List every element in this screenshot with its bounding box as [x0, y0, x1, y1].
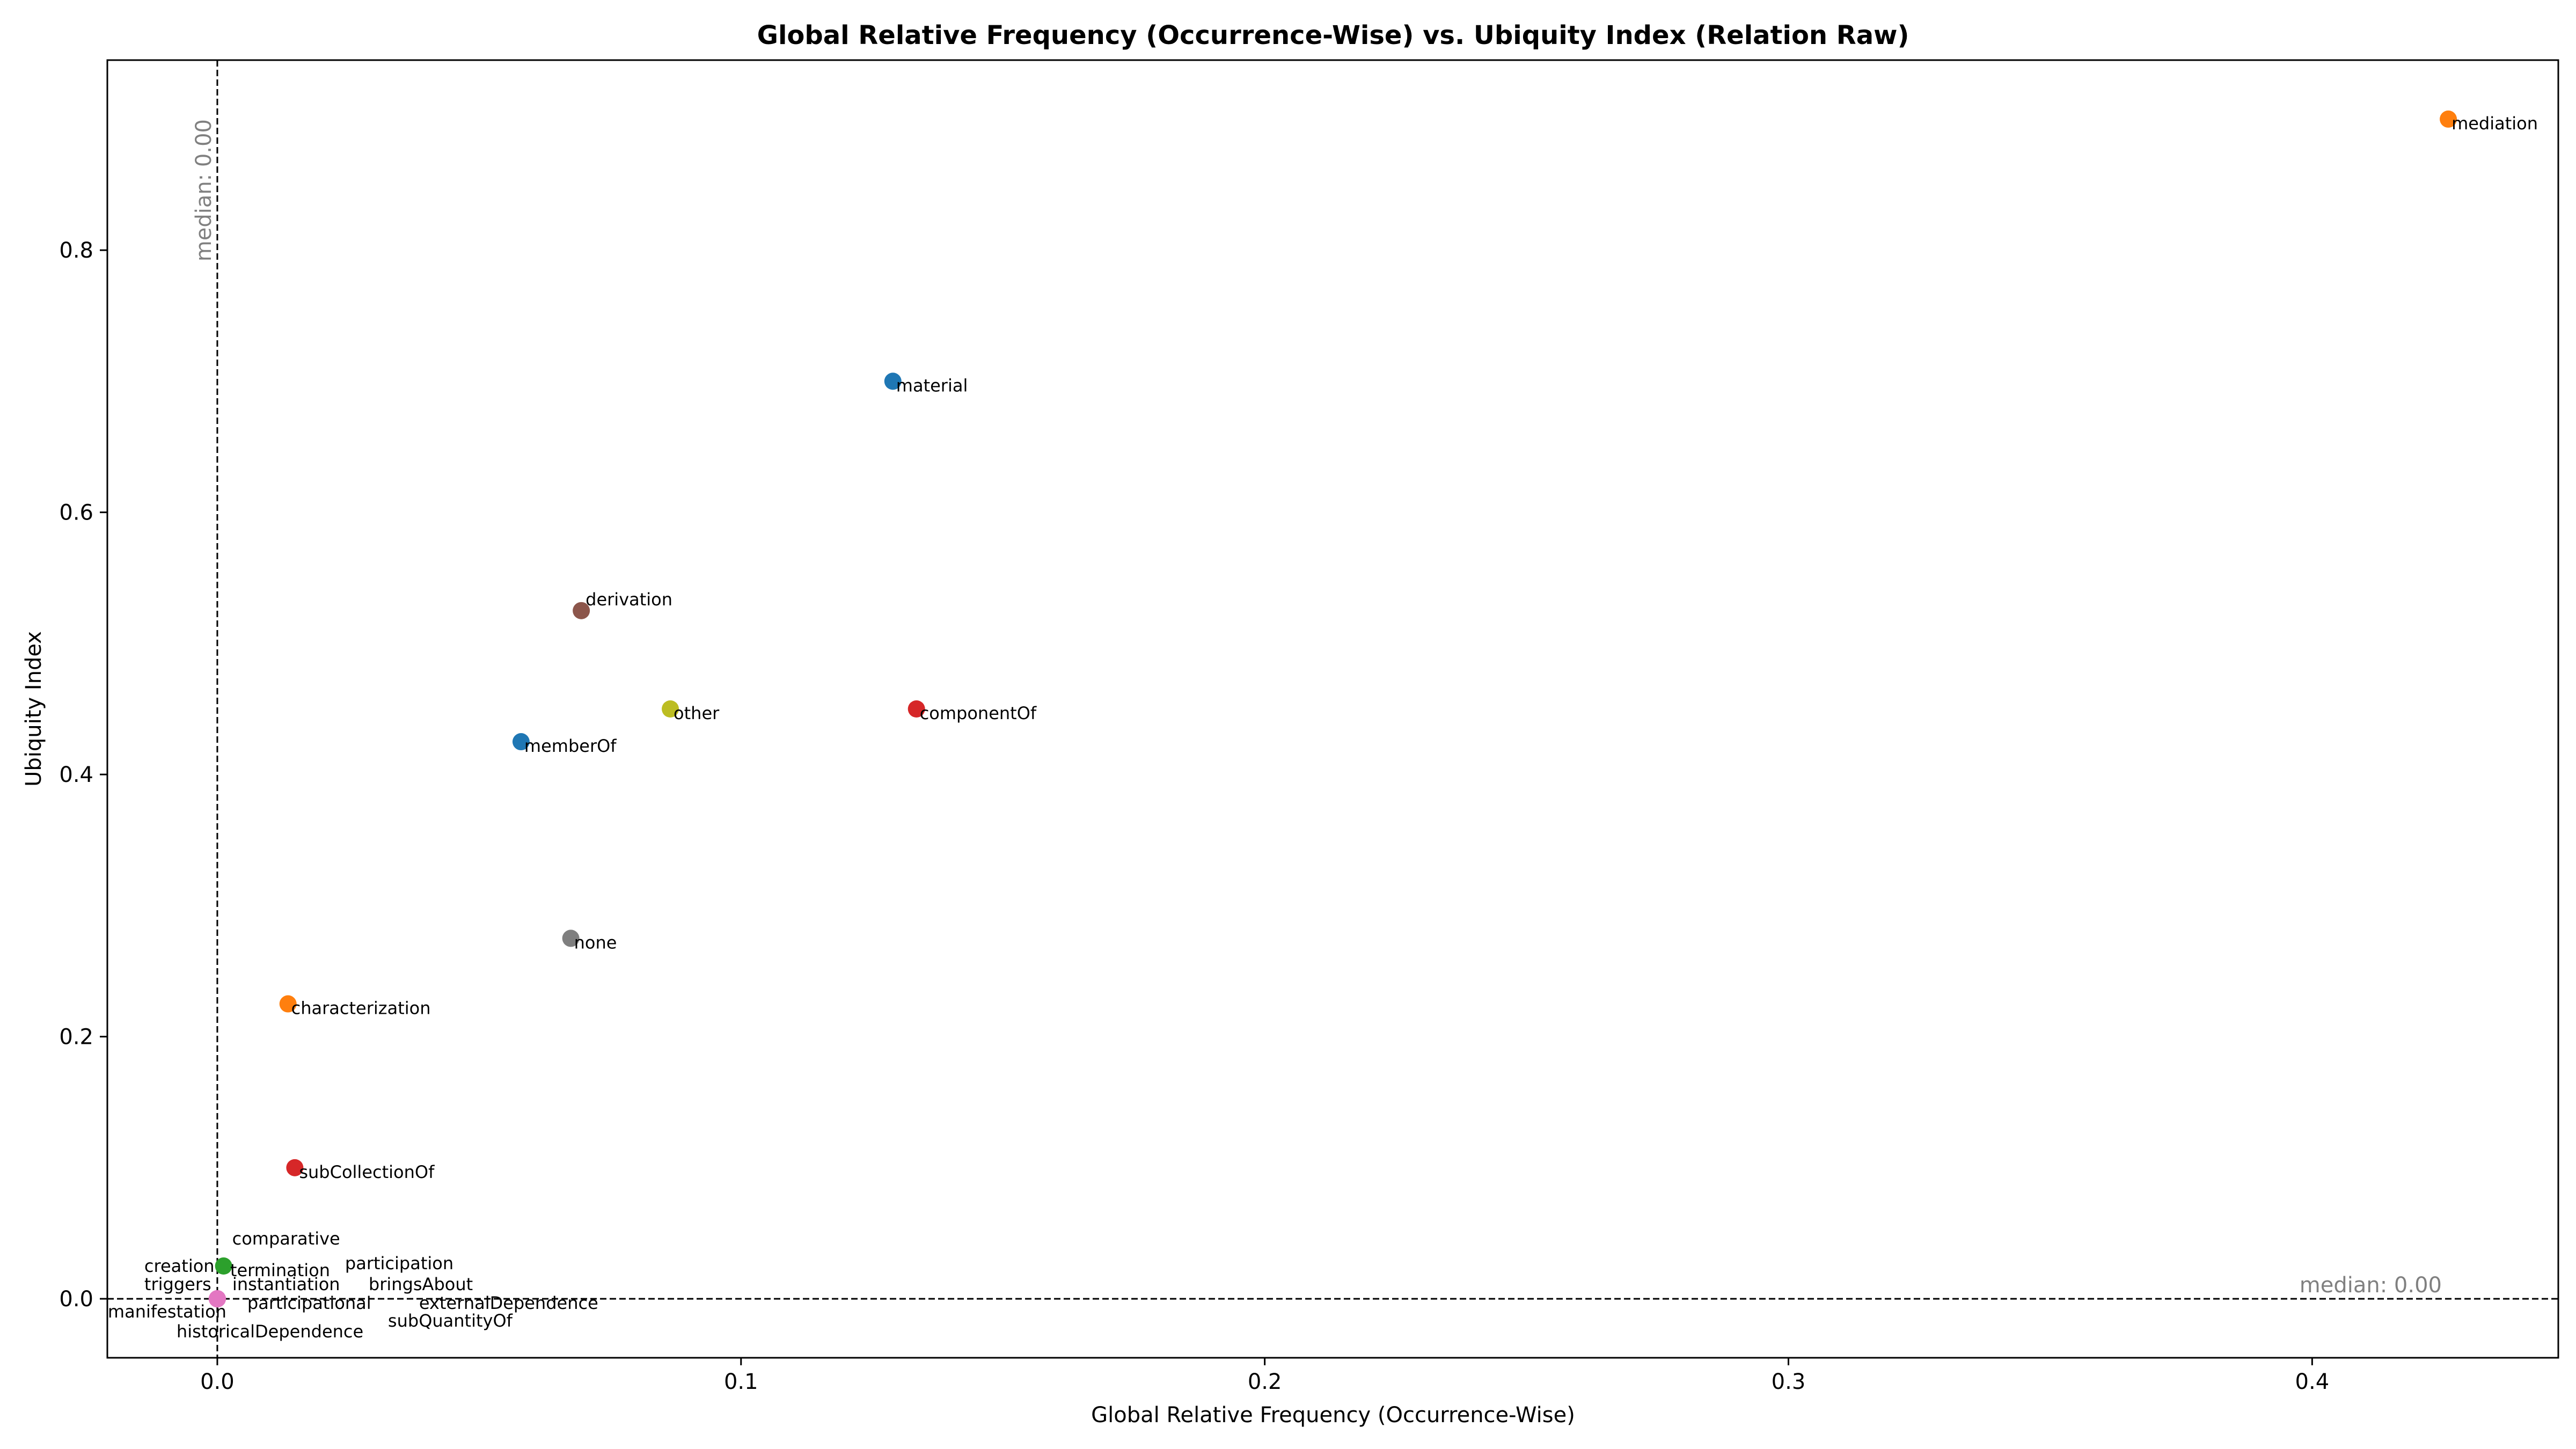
- point-label-derivation: derivation: [586, 589, 672, 610]
- x-axis-label: Global Relative Frequency (Occurrence-Wi…: [1091, 1403, 1575, 1428]
- data-point-material: [884, 372, 902, 390]
- data-point-comparative: [215, 1257, 232, 1275]
- x-tick-label: 0.4: [2295, 1370, 2330, 1394]
- data-point-derivation: [573, 602, 590, 619]
- chart-title: Global Relative Frequency (Occurrence-Wi…: [757, 20, 1909, 50]
- point-label-none: none: [574, 932, 617, 953]
- y-tick-label: 0.8: [59, 238, 93, 263]
- axis-ticks: 0.0 0.1 0.2 0.3 0.4 0.0 0.2 0.4 0.6 0.8: [59, 238, 2329, 1394]
- point-label-historicalDependence: historicalDependence: [177, 1321, 363, 1342]
- point-label-creation: creation: [144, 1256, 215, 1276]
- data-point-mediation: [2440, 110, 2457, 128]
- x-tick-label: 0.3: [1772, 1370, 1806, 1394]
- point-label-participation: participation: [345, 1253, 453, 1274]
- y-tick-label: 0.2: [59, 1025, 93, 1050]
- point-label-instantiation: instantiation: [232, 1274, 340, 1294]
- y-axis-label: Ubiquity Index: [21, 631, 46, 787]
- point-label-other: other: [674, 703, 720, 723]
- data-points: [208, 110, 2457, 1308]
- median-lines: median: 0.00 median: 0.00: [107, 60, 2558, 1358]
- point-label-triggers: triggers: [144, 1274, 211, 1294]
- y-tick-label: 0.4: [59, 763, 93, 787]
- data-point-subQuantityOf: [208, 1290, 226, 1308]
- x-tick-label: 0.1: [724, 1370, 758, 1394]
- point-label-comparative: comparative: [232, 1228, 340, 1249]
- x-tick-label: 0.2: [1248, 1370, 1282, 1394]
- data-point-subCollectionOf: [286, 1159, 304, 1176]
- point-label-memberOf: memberOf: [524, 736, 617, 756]
- data-point-characterization: [279, 995, 297, 1013]
- data-point-componentOf: [908, 700, 925, 718]
- point-label-material: material: [896, 375, 968, 396]
- point-label-termination: termination: [230, 1260, 330, 1280]
- x-median-label: median: 0.00: [192, 119, 216, 261]
- data-point-none: [562, 930, 580, 947]
- point-label-componentOf: componentOf: [920, 703, 1037, 723]
- y-tick-label: 0.6: [59, 501, 93, 525]
- point-label-bringsAbout: bringsAbout: [369, 1274, 473, 1294]
- point-labels: mediation material derivation other componen…: [108, 113, 2538, 1342]
- point-label-subCollectionOf: subCollectionOf: [299, 1162, 435, 1182]
- plot-area: [106, 59, 2559, 1359]
- point-label-participational: participational: [247, 1293, 371, 1313]
- data-point-memberOf: [512, 733, 530, 751]
- point-label-subQuantityOf: subQuantityOf: [388, 1311, 513, 1331]
- data-point-other: [662, 700, 679, 718]
- y-tick-label: 0.0: [59, 1287, 93, 1312]
- y-median-label: median: 0.00: [2300, 1273, 2442, 1298]
- point-label-mediation: mediation: [2451, 113, 2538, 134]
- point-label-externalDependence: externalDependence: [419, 1293, 598, 1313]
- point-label-characterization: characterization: [291, 998, 431, 1019]
- point-label-manifestation: manifestation: [108, 1301, 226, 1322]
- x-tick-label: 0.0: [200, 1370, 235, 1394]
